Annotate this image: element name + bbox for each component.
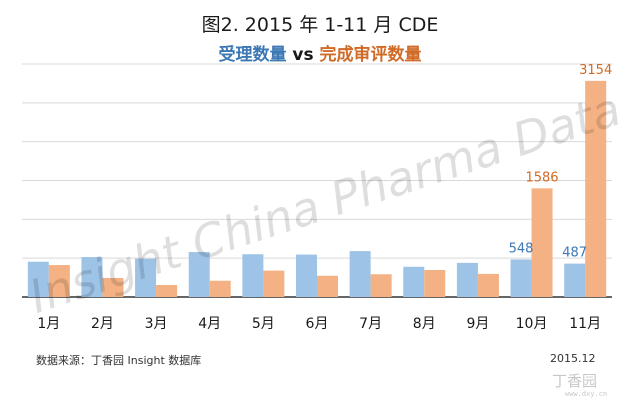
- bar-completed: [209, 280, 231, 297]
- data-source-note: 数据来源：丁香园 Insight 数据库: [36, 354, 202, 367]
- subtitle-series2: 完成审评数量: [319, 45, 422, 65]
- x-tick-label: 9月: [466, 316, 489, 332]
- chart-x-tick-labels: 1月 2月 3月 4月 5月 6月 7月 8月 9月 10月 11月: [37, 316, 601, 332]
- chart-subtitle: 受理数量 vs 完成审评数量: [0, 40, 640, 65]
- bar-accepted: [510, 259, 532, 297]
- data-label: 1586: [525, 170, 558, 185]
- date-label: 2015.12: [550, 352, 596, 365]
- x-tick-label: 11月: [569, 316, 601, 332]
- bar-completed: [263, 270, 285, 297]
- chart-data-labels: 548 1586 487 3154: [509, 63, 613, 261]
- bar-accepted: [564, 263, 586, 297]
- bar-accepted: [135, 258, 157, 297]
- bar-accepted: [456, 262, 478, 297]
- data-label: 487: [562, 246, 587, 261]
- x-tick-label: 4月: [198, 316, 221, 332]
- x-tick-label: 1月: [37, 316, 60, 332]
- bar-completed: [48, 265, 70, 297]
- brand-logo: 丁香园: [552, 372, 598, 390]
- bar-completed: [585, 80, 607, 297]
- data-label: 548: [509, 241, 534, 256]
- bar-accepted: [27, 261, 49, 297]
- bar-accepted: [242, 254, 264, 297]
- bar-completed: [370, 274, 392, 297]
- bar-completed: [477, 273, 499, 297]
- subtitle-vs: vs: [286, 45, 320, 65]
- x-tick-label: 6月: [306, 316, 329, 332]
- x-tick-label: 2月: [91, 316, 114, 332]
- bar-accepted: [349, 251, 371, 297]
- x-tick-label: 7月: [359, 316, 382, 332]
- bar-completed: [102, 278, 124, 297]
- data-label: 3154: [579, 63, 612, 78]
- bar-completed: [531, 188, 553, 297]
- x-tick-label: 10月: [516, 316, 548, 332]
- chart-bars: [27, 80, 607, 297]
- bar-accepted: [188, 252, 210, 297]
- bar-accepted: [81, 257, 103, 297]
- bar-accepted: [403, 266, 425, 297]
- x-tick-label: 5月: [252, 316, 275, 332]
- bar-completed: [156, 285, 178, 297]
- chart-title: 图2. 2015 年 1-11 月 CDE: [201, 14, 439, 36]
- x-tick-label: 8月: [413, 316, 436, 332]
- brand-url: www.dxy.cn: [565, 390, 608, 398]
- bar-completed: [317, 275, 338, 297]
- x-tick-label: 3月: [145, 316, 168, 332]
- bar-completed: [424, 269, 446, 297]
- bar-accepted: [296, 254, 317, 297]
- subtitle-series1: 受理数量: [218, 45, 287, 65]
